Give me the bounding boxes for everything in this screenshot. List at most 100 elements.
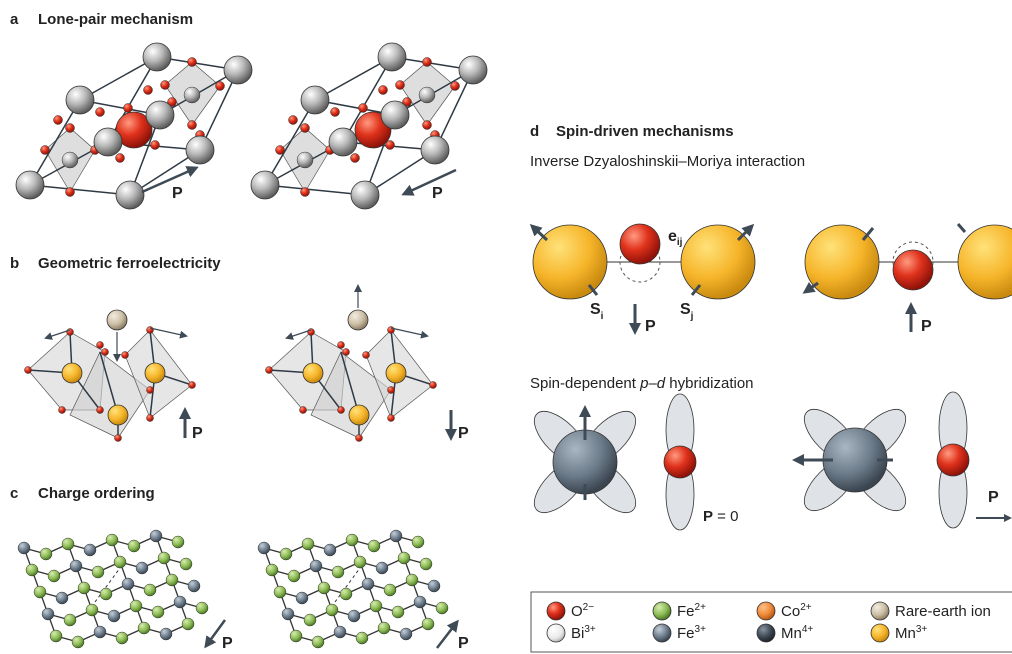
atom bbox=[15, 170, 45, 200]
atom bbox=[377, 621, 391, 635]
atom bbox=[395, 80, 405, 90]
legend-charge: 2+ bbox=[800, 602, 812, 613]
atom bbox=[99, 587, 113, 601]
atom bbox=[289, 629, 303, 643]
bond bbox=[264, 184, 366, 196]
legend-label: Fe3+ bbox=[677, 624, 706, 642]
atom bbox=[115, 180, 145, 210]
legend-label: Mn3+ bbox=[895, 624, 927, 642]
bond bbox=[390, 327, 429, 339]
polarization-label: P bbox=[458, 425, 469, 442]
atom bbox=[422, 57, 432, 67]
atom bbox=[114, 434, 122, 442]
bond bbox=[342, 56, 393, 143]
bond bbox=[79, 56, 158, 101]
atom bbox=[187, 57, 197, 67]
atom bbox=[144, 362, 166, 384]
panel-letter: c bbox=[10, 485, 18, 502]
polarization-label: P bbox=[222, 635, 233, 652]
atom bbox=[160, 80, 170, 90]
atom bbox=[66, 328, 74, 336]
legend-charge: 3+ bbox=[916, 624, 928, 635]
atom bbox=[652, 601, 672, 621]
polarization-label: P bbox=[172, 185, 183, 202]
bond bbox=[587, 284, 599, 296]
atom bbox=[55, 591, 69, 605]
atom bbox=[173, 595, 187, 609]
atom bbox=[165, 573, 179, 587]
atom bbox=[311, 635, 325, 649]
atom bbox=[307, 328, 315, 336]
atom bbox=[302, 362, 324, 384]
atom bbox=[281, 607, 295, 621]
atom bbox=[83, 543, 97, 557]
text-part: = 0 bbox=[713, 508, 738, 525]
atom bbox=[121, 351, 129, 359]
atom bbox=[411, 535, 425, 549]
text-part: – bbox=[648, 375, 657, 392]
atom bbox=[250, 170, 280, 200]
atom bbox=[391, 605, 405, 619]
atom bbox=[65, 187, 75, 197]
legend-label: Mn4+ bbox=[781, 624, 813, 642]
legend-charge: 3+ bbox=[584, 624, 596, 635]
atom bbox=[756, 601, 776, 621]
atom bbox=[279, 547, 293, 561]
atom bbox=[287, 569, 301, 583]
atom bbox=[151, 605, 165, 619]
atom bbox=[680, 224, 756, 300]
legend-charge: 2+ bbox=[695, 602, 707, 613]
atom bbox=[361, 577, 375, 591]
bond bbox=[264, 99, 316, 186]
atom bbox=[143, 583, 157, 597]
polarization-label: P bbox=[988, 489, 999, 506]
atom bbox=[870, 623, 890, 643]
legend-symbol: Rare-earth ion bbox=[895, 603, 991, 620]
atom bbox=[420, 135, 450, 165]
panel-title: Spin-driven mechanisms bbox=[556, 123, 734, 140]
atom bbox=[101, 348, 109, 356]
text-part: d bbox=[657, 375, 666, 392]
label-sub: ij bbox=[677, 237, 683, 248]
atom bbox=[265, 563, 279, 577]
atom bbox=[383, 583, 397, 597]
atom bbox=[61, 362, 83, 384]
polarization-label: P bbox=[645, 318, 656, 335]
atom bbox=[167, 97, 177, 107]
legend-symbol: Bi bbox=[571, 625, 584, 642]
panel-title: Charge ordering bbox=[38, 485, 155, 502]
atom bbox=[295, 591, 309, 605]
atom bbox=[265, 366, 273, 374]
atom bbox=[299, 406, 307, 414]
atom bbox=[339, 587, 353, 601]
text-part: Spin-dependent bbox=[530, 375, 640, 392]
atom bbox=[93, 127, 123, 157]
bond bbox=[401, 168, 457, 196]
atom bbox=[49, 629, 63, 643]
atom bbox=[187, 579, 201, 593]
atom bbox=[300, 85, 330, 115]
atom bbox=[61, 151, 79, 169]
spin-label: Si bbox=[590, 301, 604, 322]
atom bbox=[188, 381, 196, 389]
atom bbox=[348, 404, 370, 426]
atom bbox=[380, 100, 410, 130]
atom bbox=[429, 381, 437, 389]
atom bbox=[323, 543, 337, 557]
atom bbox=[325, 603, 339, 617]
atom bbox=[330, 107, 340, 117]
atom bbox=[157, 551, 171, 565]
bond bbox=[334, 567, 361, 603]
atom bbox=[113, 555, 127, 569]
atom bbox=[337, 341, 345, 349]
atom bbox=[93, 625, 107, 639]
atom bbox=[402, 97, 412, 107]
atom bbox=[347, 609, 361, 623]
atom bbox=[387, 326, 395, 334]
atom bbox=[187, 120, 197, 130]
polarization-label: P = 0 bbox=[703, 508, 738, 525]
atom bbox=[546, 601, 566, 621]
bond bbox=[314, 56, 393, 101]
label-main: e bbox=[668, 228, 677, 245]
atom bbox=[337, 406, 345, 414]
